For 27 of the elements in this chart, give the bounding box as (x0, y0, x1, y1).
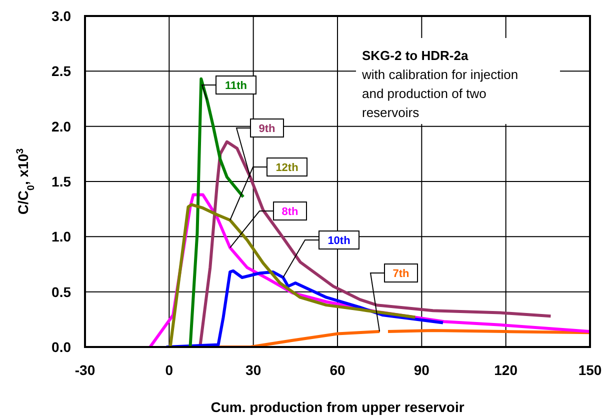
x-axis-title: Cum. production from upper reservoir (210, 399, 465, 415)
y-tick-label: 2.5 (52, 63, 72, 80)
text: 8th (282, 206, 299, 218)
annotation: with calibration for injection and production of two reservoirs (361, 67, 518, 120)
x-tick-label: -30 (74, 362, 96, 378)
y-tick-label: 3.0 (52, 8, 72, 24)
series-label: 11th (224, 80, 248, 92)
x-tick-label: 120 (494, 362, 518, 378)
y-tick-label: 1.0 (52, 228, 72, 245)
x-tick-label: 0 (165, 362, 174, 378)
line-series (164, 269, 444, 347)
x-tick-label: 150 (578, 362, 602, 378)
x-tick-label: 60 (330, 362, 346, 378)
line-series (188, 77, 245, 347)
y-tick-label: 0.5 (52, 284, 72, 300)
text: 9th (258, 123, 276, 135)
line-series (168, 203, 417, 347)
y-tick-label: 1.5 (52, 173, 72, 190)
text: 7th (392, 268, 410, 280)
annotation: SKG-2 to HDR-2a (362, 48, 469, 63)
text: 12th (276, 162, 299, 174)
y-tick-label: 0.0 (52, 338, 72, 355)
line-series (198, 140, 552, 347)
y-tick-label: 2.0 (52, 118, 72, 134)
x-tick-label: 90 (414, 362, 430, 378)
text: 10th (328, 235, 351, 247)
x-tick-label: 30 (246, 362, 262, 378)
